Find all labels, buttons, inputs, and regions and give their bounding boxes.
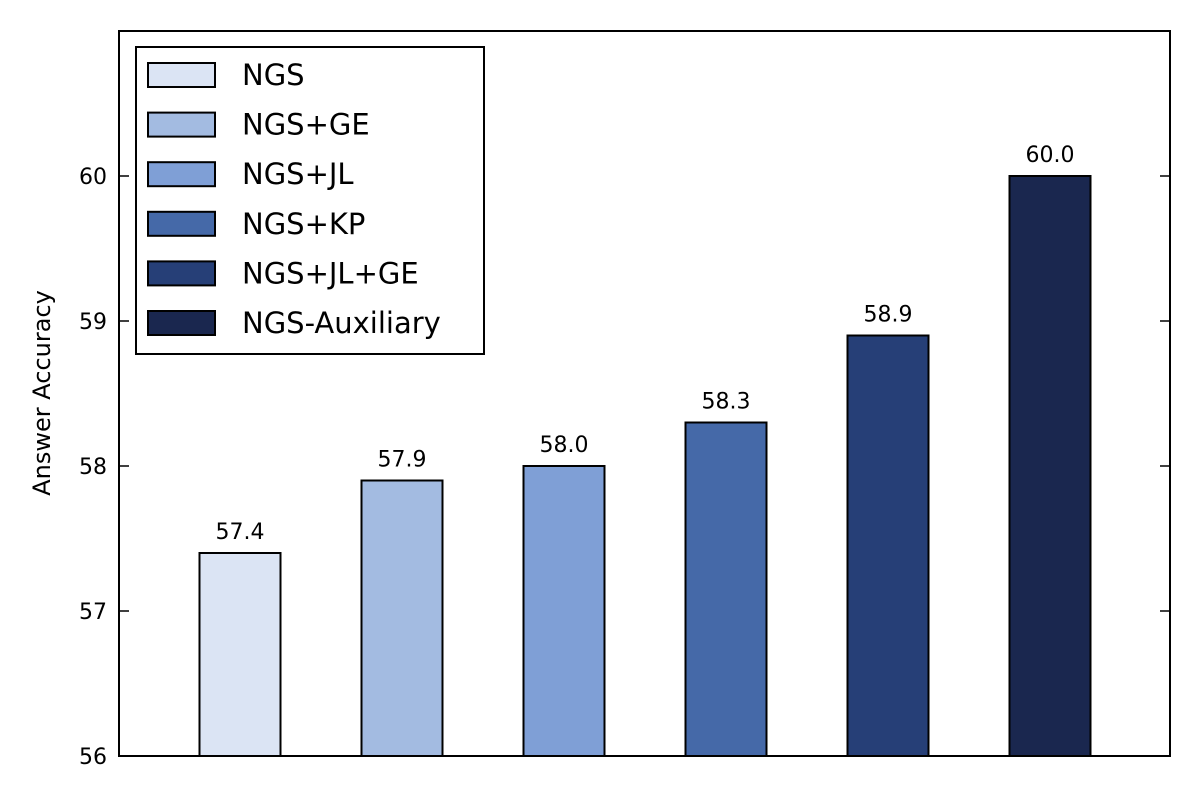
legend-entry-label: NGS+JL+GE	[242, 256, 419, 290]
legend-swatch	[147, 111, 216, 138]
plot-area: 57.4 57.9 58.0 58.3 58.9 60.0 56 57 58 59 60	[79, 30, 1171, 770]
legend-entry-label: NGS	[242, 58, 305, 92]
bar-ngs-auxiliary	[1008, 175, 1092, 757]
bar-ngs	[198, 552, 282, 757]
legend-swatch	[147, 260, 216, 287]
bar-value-label: 58.9	[864, 303, 913, 328]
bar-value-label: 60.0	[1026, 143, 1075, 168]
bar-value-label: 58.0	[540, 433, 589, 458]
bar-ngs-kp	[684, 421, 768, 757]
bar-value-label: 58.3	[702, 390, 751, 415]
bar-value-label: 57.9	[378, 448, 427, 473]
legend-swatch	[147, 62, 216, 88]
bar-ngs-jl	[522, 465, 606, 757]
y-tick-label: 60	[79, 165, 107, 190]
y-tick-label: 56	[79, 745, 107, 770]
y-tick-label: 59	[79, 310, 107, 335]
legend-entry-label: NGS+JL	[242, 157, 354, 191]
bar-ngs-ge	[360, 479, 444, 757]
y-axis-label: Answer Accuracy	[28, 290, 56, 496]
plot-frame	[118, 30, 1171, 757]
legend-entry-label: NGS-Auxiliary	[242, 306, 441, 340]
bar-value-label: 57.4	[216, 520, 265, 545]
legend-swatch	[147, 210, 216, 237]
legend-swatch	[147, 310, 216, 336]
legend: NGS NGS+GE NGS+JL NGS+KP NGS+JL+GE NGS-Auxili…	[135, 46, 485, 355]
legend-entry-label: NGS+GE	[242, 108, 370, 142]
y-tick-label: 57	[79, 600, 107, 625]
legend-swatch	[147, 161, 216, 188]
bar-ngs-jl-ge	[846, 334, 930, 757]
legend-box	[135, 46, 485, 355]
y-tick-label: 58	[79, 455, 107, 480]
legend-entry-label: NGS+KP	[242, 207, 365, 241]
